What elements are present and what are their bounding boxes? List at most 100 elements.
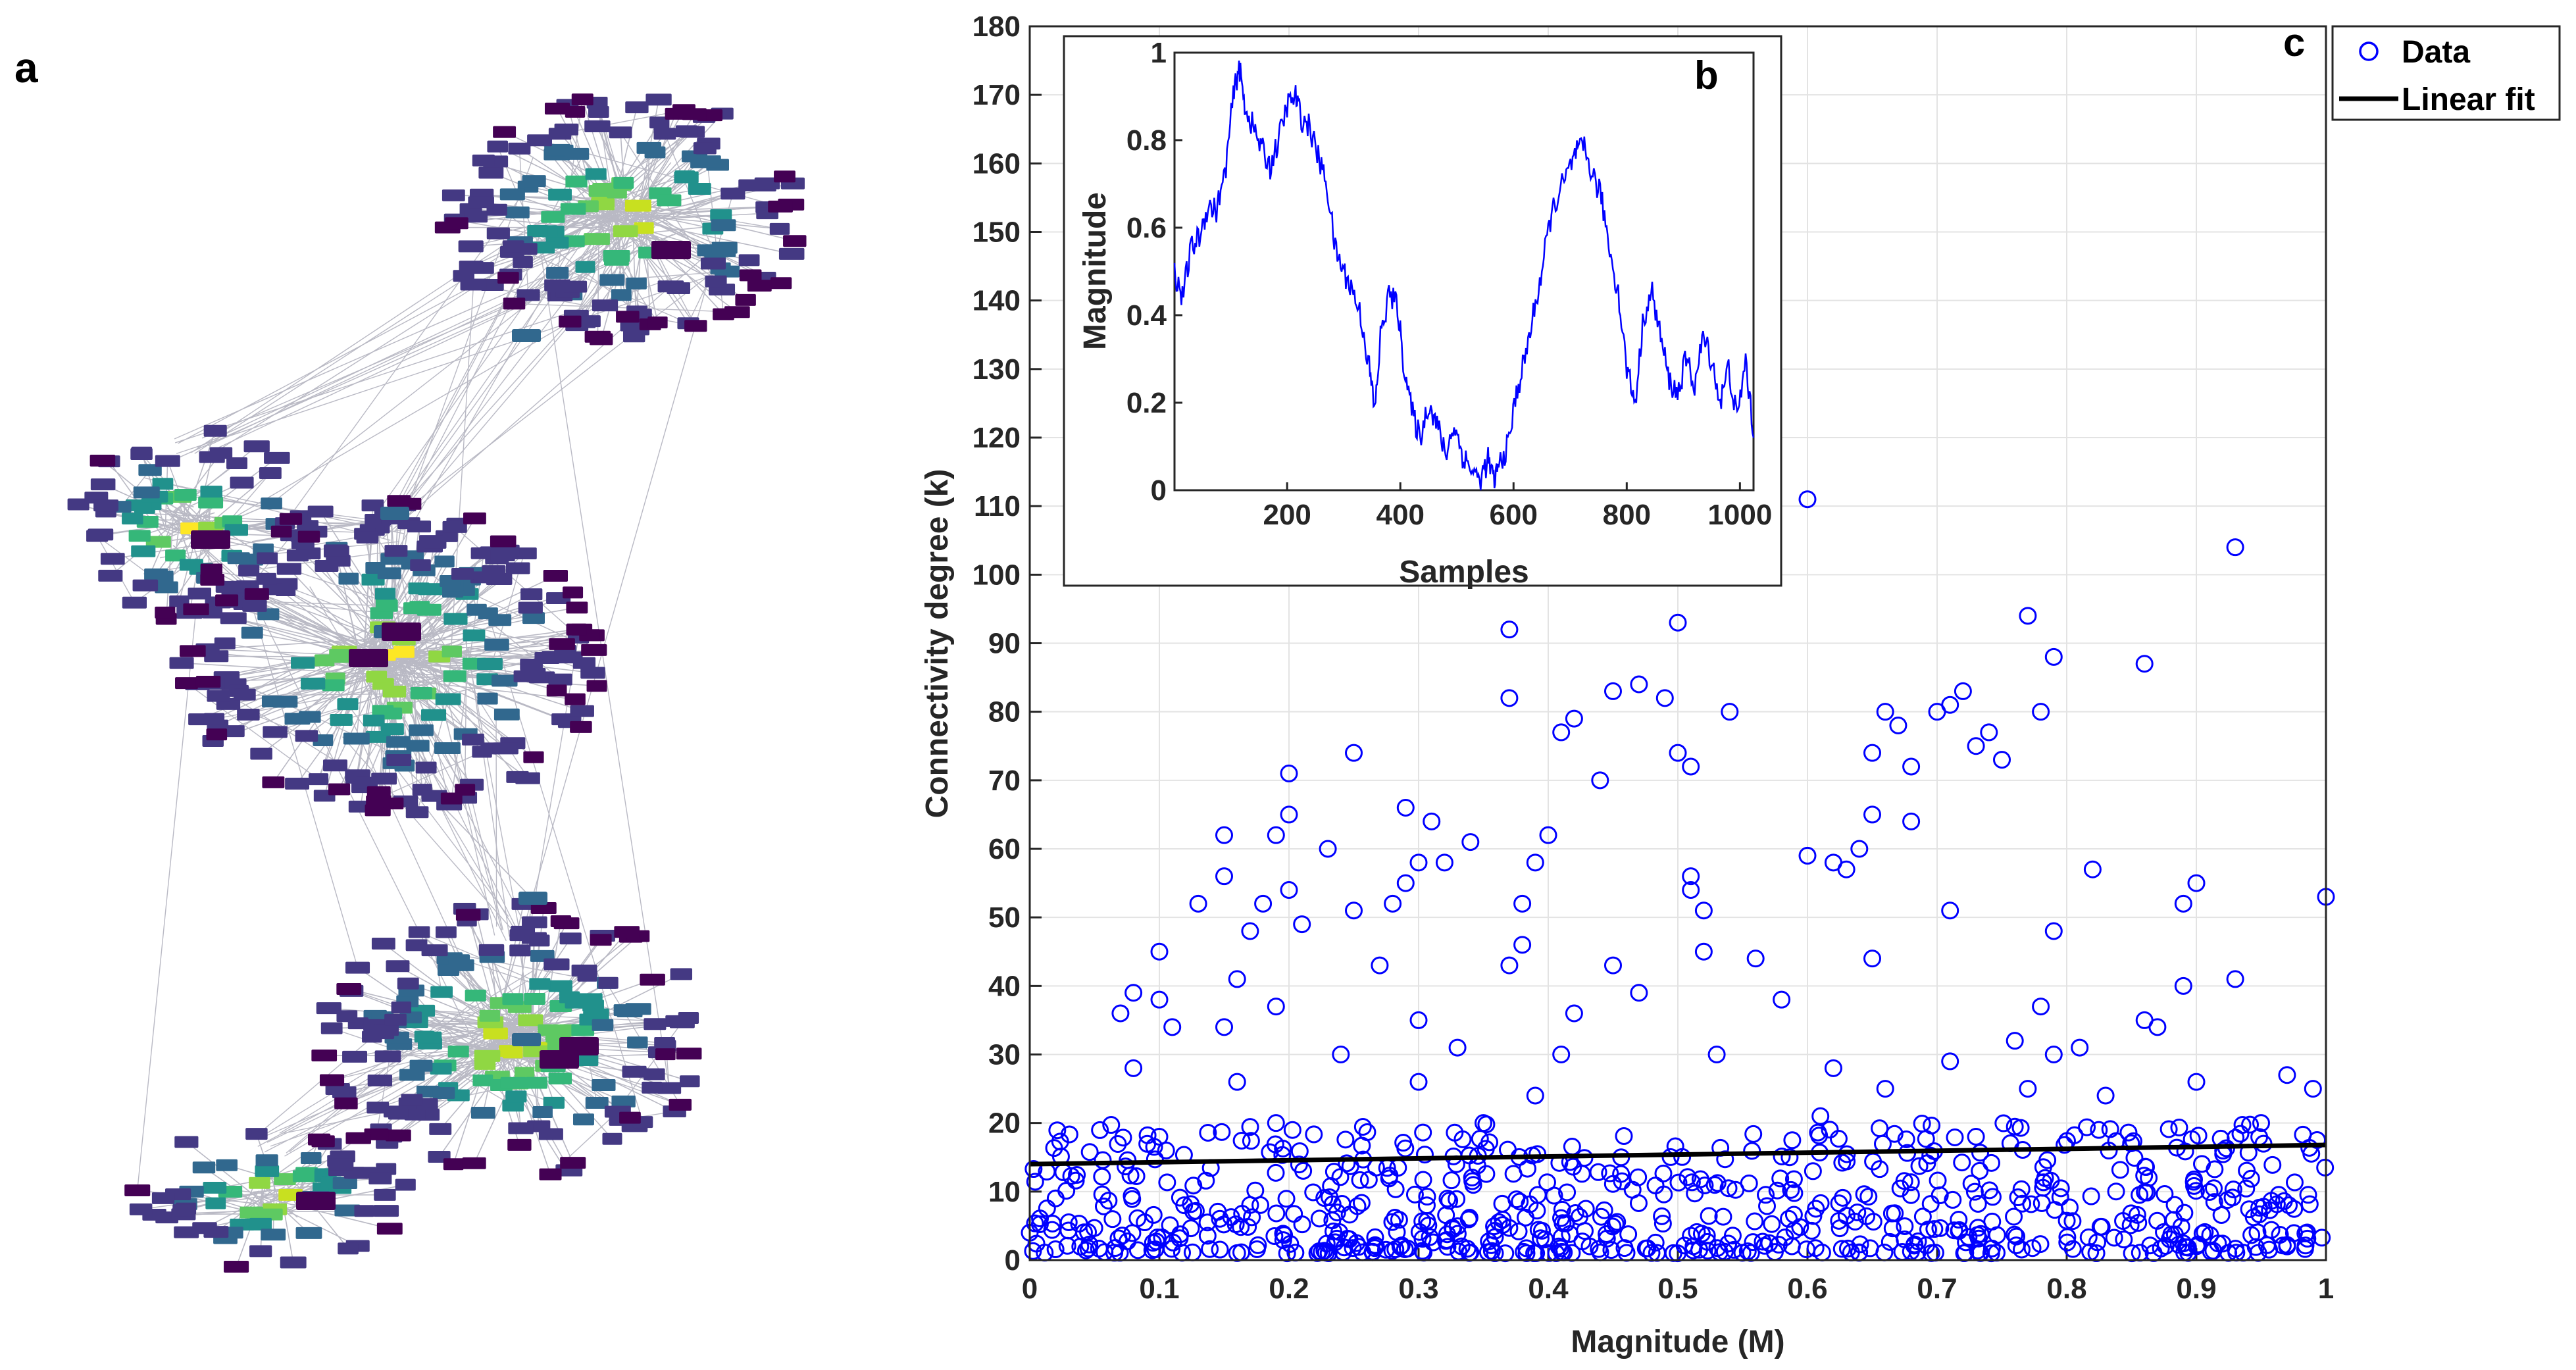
network-node	[366, 671, 388, 683]
network-node	[642, 1081, 663, 1094]
data-point	[1435, 853, 1453, 872]
data-point	[1573, 1232, 1592, 1251]
data-point	[1863, 744, 1881, 762]
data-point	[1513, 936, 1532, 954]
network-node	[270, 525, 292, 538]
network-node	[502, 240, 524, 253]
data-point	[1552, 1239, 1570, 1257]
network-node	[544, 143, 570, 156]
y-tick-label: 140	[972, 285, 1021, 317]
network-edge	[382, 628, 577, 655]
network-node	[550, 915, 572, 928]
data-point	[1591, 771, 1609, 790]
network-node	[572, 657, 596, 669]
data-point	[1099, 1192, 1118, 1210]
data-point	[1138, 1126, 1157, 1144]
network-hub-node	[512, 1033, 541, 1046]
data-point	[1232, 1131, 1251, 1150]
network-node	[588, 185, 610, 197]
network-node	[209, 447, 233, 459]
network-node	[200, 486, 223, 498]
network-node	[520, 588, 543, 601]
network-node	[328, 1158, 354, 1171]
data-point	[2156, 1185, 2174, 1204]
network-node	[443, 613, 468, 625]
data-point	[1694, 942, 1713, 961]
data-point	[1490, 1213, 1508, 1231]
data-point	[1111, 1004, 1130, 1023]
network-node	[625, 101, 649, 114]
data-point	[1500, 956, 1519, 975]
network-node	[720, 188, 745, 200]
network-node	[362, 1030, 382, 1043]
network-edge	[514, 303, 738, 313]
data-point	[1079, 1223, 1098, 1241]
network-edge	[131, 512, 393, 528]
network-node	[144, 568, 168, 580]
data-point	[1885, 1125, 1904, 1143]
network-node	[566, 623, 587, 636]
network-edge	[174, 517, 181, 556]
data-point	[1950, 1211, 1968, 1229]
network-node	[515, 772, 540, 784]
data-point	[1655, 1185, 1673, 1204]
x-tick-label: 0.6	[1787, 1273, 1827, 1305]
data-point	[2006, 1032, 2024, 1050]
data-point	[2296, 1236, 2315, 1255]
network-node	[622, 330, 645, 343]
network-edge	[411, 1017, 532, 1050]
network-node	[409, 1059, 433, 1072]
network-node	[285, 777, 310, 790]
network-node	[474, 1057, 496, 1070]
network-node	[499, 188, 525, 201]
data-point	[2304, 1080, 2322, 1098]
network-node	[543, 570, 568, 582]
network-node	[409, 724, 434, 736]
data-point	[1444, 1220, 1463, 1238]
network-node	[249, 1177, 270, 1189]
data-point	[1448, 1038, 1467, 1057]
network-node	[455, 784, 476, 796]
inset-x-label: Samples	[1399, 555, 1528, 590]
data-point	[1437, 1206, 1455, 1225]
data-point	[2212, 1206, 2231, 1225]
data-point	[1222, 1208, 1240, 1227]
network-node	[505, 562, 530, 574]
data-point	[1606, 1215, 1625, 1233]
network-node	[368, 1172, 392, 1184]
network-node	[524, 992, 545, 1005]
network-node	[653, 128, 676, 140]
network-node	[342, 1050, 368, 1063]
y-tick-label: 160	[972, 147, 1021, 180]
network-node	[214, 637, 236, 649]
data-point	[2250, 1198, 2269, 1217]
data-point	[1833, 1154, 1852, 1172]
network-edge	[284, 186, 529, 524]
data-point	[2079, 1228, 2098, 1246]
network-edge	[368, 536, 447, 663]
data-point	[1026, 1173, 1044, 1191]
network-node	[174, 1136, 199, 1148]
network-edge	[486, 193, 734, 1056]
network-node	[478, 944, 505, 956]
network-node	[316, 1002, 341, 1015]
network-edge	[165, 515, 174, 619]
data-point	[1829, 1130, 1848, 1148]
network-node	[739, 269, 762, 282]
data-point	[1409, 1073, 1428, 1091]
data-point	[2260, 1240, 2279, 1259]
data-point	[1352, 1194, 1371, 1212]
data-point	[1780, 1209, 1798, 1228]
network-edge	[422, 1010, 682, 1023]
network-node	[657, 280, 684, 293]
data-point	[1500, 621, 1519, 639]
network-node	[200, 563, 223, 576]
data-point	[1414, 1171, 1432, 1189]
network-node	[207, 690, 230, 702]
network-node	[589, 333, 613, 345]
network-edge	[271, 161, 711, 504]
data-point	[2189, 1127, 2208, 1145]
network-node	[249, 1217, 272, 1230]
data-point	[2148, 1211, 2167, 1230]
network-edge	[191, 188, 590, 453]
